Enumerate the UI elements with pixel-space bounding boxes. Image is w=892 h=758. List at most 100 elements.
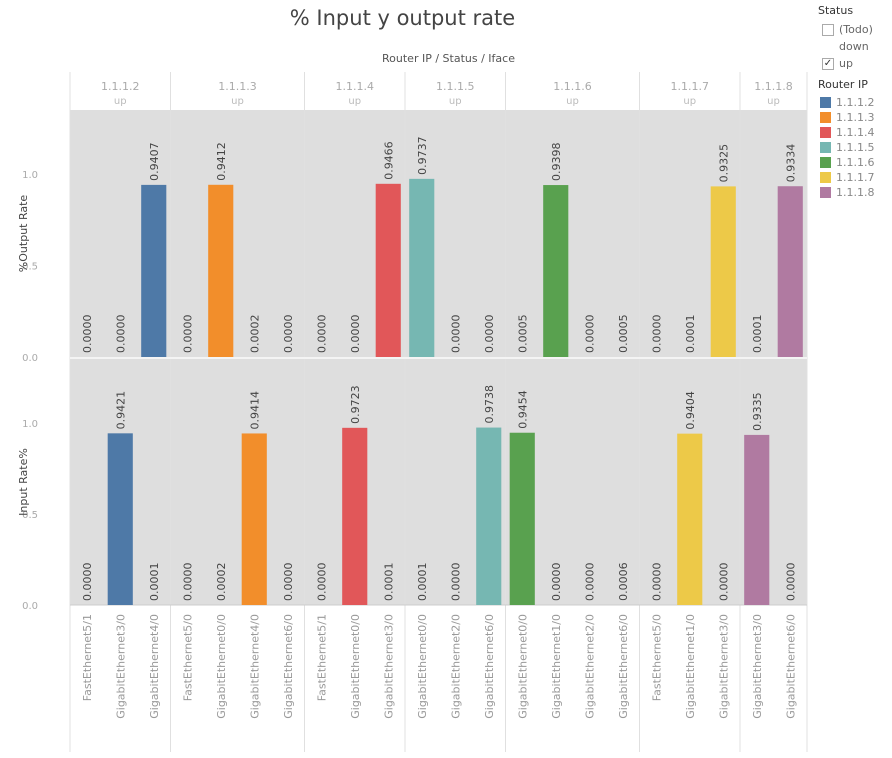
x-tick-label: GigabitEthernet0/0 bbox=[416, 614, 429, 719]
bar-input bbox=[107, 433, 133, 605]
data-label-output: 0.0000 bbox=[449, 315, 462, 354]
x-tick-label: GigabitEthernet0/0 bbox=[349, 614, 362, 719]
router-ip-legend-list: 1.1.1.2 1.1.1.3 1.1.1.4 1.1.1.5 1.1.1.6 1.1.1… bbox=[814, 95, 892, 200]
legend-swatch bbox=[820, 187, 831, 198]
legend-item[interactable]: 1.1.1.5 bbox=[820, 140, 892, 155]
legend-item[interactable]: 1.1.1.2 bbox=[820, 95, 892, 110]
data-label-input: 0.9454 bbox=[516, 390, 529, 429]
legend-label: 1.1.1.5 bbox=[836, 141, 875, 154]
data-label-output: 0.9412 bbox=[215, 142, 228, 181]
status-filter-title: Status bbox=[818, 4, 854, 17]
legend-item[interactable]: 1.1.1.7 bbox=[820, 170, 892, 185]
bar-input bbox=[342, 427, 368, 605]
group-ip-label: 1.1.1.7 bbox=[671, 80, 709, 93]
legend-swatch bbox=[820, 172, 831, 183]
x-tick-label: FastEthernet5/0 bbox=[181, 614, 194, 701]
data-label-output: 0.0000 bbox=[181, 315, 194, 354]
bar-input bbox=[241, 433, 267, 605]
data-label-output: 0.0005 bbox=[617, 314, 630, 353]
x-tick-label: GigabitEthernet2/0 bbox=[583, 614, 596, 719]
x-tick-label: GigabitEthernet0/0 bbox=[215, 614, 228, 719]
y-tick-label: 0.5 bbox=[22, 510, 38, 521]
x-tick-label: GigabitEthernet4/0 bbox=[248, 614, 261, 719]
bar-input bbox=[509, 432, 535, 605]
x-tick-label: GigabitEthernet6/0 bbox=[617, 614, 630, 719]
data-label-input: 0.0000 bbox=[583, 563, 596, 602]
legend-label: 1.1.1.4 bbox=[836, 126, 875, 139]
bar-input bbox=[677, 433, 703, 605]
x-tick-label: GigabitEthernet3/0 bbox=[382, 614, 395, 719]
data-label-input: 0.0001 bbox=[382, 562, 395, 601]
bar-output bbox=[375, 183, 401, 357]
legend-item[interactable]: 1.1.1.8 bbox=[820, 185, 892, 200]
data-label-input: 0.0001 bbox=[416, 562, 429, 601]
legend-swatch bbox=[820, 157, 831, 168]
data-label-input: 0.0000 bbox=[181, 563, 194, 602]
legend-item[interactable]: 1.1.1.3 bbox=[820, 110, 892, 125]
data-label-input: 0.0000 bbox=[81, 563, 94, 602]
data-label-input: 0.0000 bbox=[449, 563, 462, 602]
bar-chart: Router IP / Status / Iface 0.0 0.5 1.0 %Outp… bbox=[17, 52, 808, 752]
panel-background bbox=[70, 110, 807, 357]
x-tick-label: GigabitEthernet2/0 bbox=[449, 614, 462, 719]
status-filter-todo[interactable]: (Todo) bbox=[822, 21, 892, 38]
x-tick-label: GigabitEthernet6/0 bbox=[483, 614, 496, 719]
data-label-input: 0.0000 bbox=[315, 563, 328, 602]
data-label-output: 0.0005 bbox=[516, 314, 529, 353]
data-label-output: 0.0000 bbox=[282, 315, 295, 354]
data-label-input: 0.9738 bbox=[483, 385, 496, 424]
checkbox[interactable] bbox=[822, 40, 834, 53]
legend-label: 1.1.1.7 bbox=[836, 171, 875, 184]
legend-swatch bbox=[820, 97, 831, 108]
data-label-output: 0.9466 bbox=[382, 141, 395, 180]
status-filter-label: (Todo) bbox=[839, 23, 873, 36]
data-label-input: 0.0000 bbox=[717, 563, 730, 602]
legend-label: 1.1.1.3 bbox=[836, 111, 875, 124]
data-label-output: 0.0000 bbox=[315, 315, 328, 354]
y-tick-label: 1.0 bbox=[22, 419, 38, 430]
data-label-output: 0.0000 bbox=[583, 315, 596, 354]
group-ip-label: 1.1.1.3 bbox=[218, 80, 256, 93]
data-label-output: 0.0000 bbox=[349, 315, 362, 354]
bar-output bbox=[777, 186, 803, 357]
x-tick-label: GigabitEthernet3/0 bbox=[114, 614, 127, 719]
y-axis-title: Input Rate% bbox=[17, 448, 30, 516]
group-ip-label: 1.1.1.8 bbox=[754, 80, 792, 93]
status-filter-label: up bbox=[839, 57, 853, 70]
group-ip-label: 1.1.1.4 bbox=[336, 80, 374, 93]
data-label-input: 0.9421 bbox=[114, 391, 127, 430]
group-status-label: up bbox=[231, 96, 244, 107]
data-label-input: 0.0000 bbox=[282, 563, 295, 602]
data-label-output: 0.0000 bbox=[114, 315, 127, 354]
status-filter-down[interactable]: down bbox=[822, 38, 892, 55]
legend-swatch bbox=[820, 142, 831, 153]
data-label-input: 0.0002 bbox=[215, 562, 228, 601]
status-filter-list: (Todo) down ✓ up bbox=[814, 21, 892, 72]
group-status-label: up bbox=[114, 96, 127, 107]
x-tick-label: GigabitEthernet6/0 bbox=[282, 614, 295, 719]
checkbox[interactable] bbox=[822, 23, 834, 36]
legend-panel: Status (Todo) down ✓ up Router IP 1.1.1.2 1.… bbox=[814, 0, 892, 200]
chart-title: % Input y output rate bbox=[289, 6, 516, 30]
status-filter-up[interactable]: ✓ up bbox=[822, 55, 892, 72]
checkbox[interactable]: ✓ bbox=[822, 57, 834, 70]
data-label-output: 0.0000 bbox=[81, 315, 94, 354]
data-label-output: 0.9737 bbox=[416, 136, 429, 175]
group-ip-label: 1.1.1.6 bbox=[553, 80, 591, 93]
x-tick-label: FastEthernet5/0 bbox=[650, 614, 663, 701]
x-tick-label: GigabitEthernet1/0 bbox=[684, 614, 697, 719]
group-status-label: up bbox=[566, 96, 579, 107]
y-tick-label: 0.0 bbox=[22, 601, 38, 612]
legend-item[interactable]: 1.1.1.4 bbox=[820, 125, 892, 140]
data-label-input: 0.0006 bbox=[617, 562, 630, 601]
x-tick-label: GigabitEthernet4/0 bbox=[148, 614, 161, 719]
legend-label: 1.1.1.2 bbox=[836, 96, 875, 109]
legend-item[interactable]: 1.1.1.6 bbox=[820, 155, 892, 170]
data-label-input: 0.0001 bbox=[148, 562, 161, 601]
bar-output bbox=[543, 185, 569, 357]
y-tick-label: 1.0 bbox=[22, 170, 38, 181]
y-axis-title: %Output Rate bbox=[17, 195, 30, 273]
status-filter-label: down bbox=[839, 40, 869, 53]
data-label-output: 0.9325 bbox=[717, 144, 730, 183]
legend-label: 1.1.1.6 bbox=[836, 156, 875, 169]
